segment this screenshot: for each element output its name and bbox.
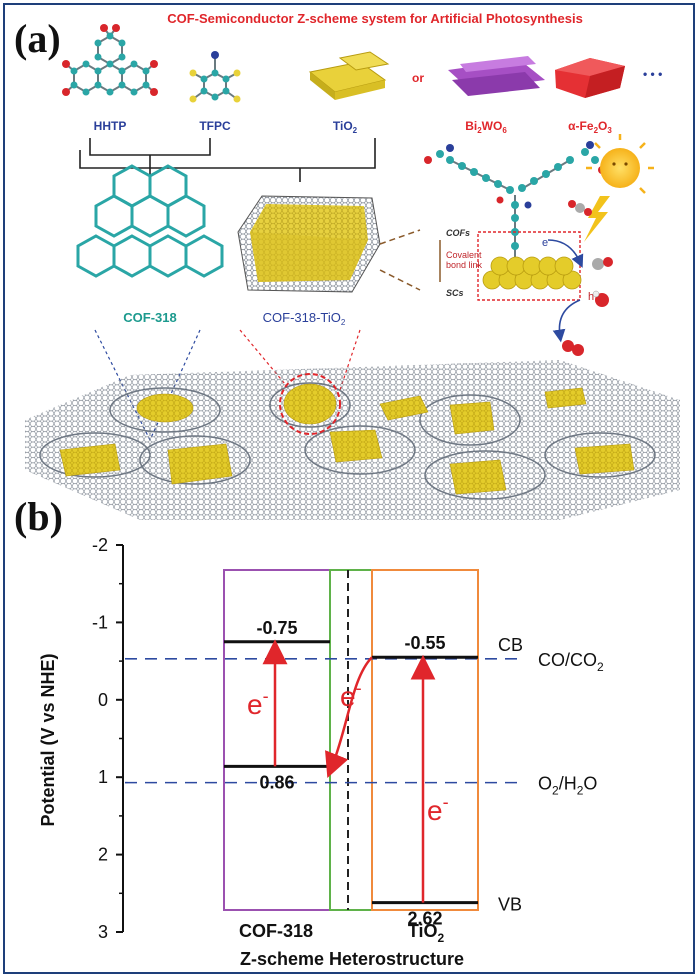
y-axis-ticks: -2 -1 0 1 2 3	[92, 535, 123, 942]
y-tick-label: -2	[92, 535, 108, 555]
co-co2-label: CO/CO2	[538, 650, 604, 674]
tio2-label: TiO2	[333, 119, 358, 135]
bi2wo6-label: Bi2WO6	[465, 119, 507, 135]
panel-b: (b) -2 -1 0 1 2 3 Potential (V vs NHE) Z-sche…	[14, 494, 604, 969]
bi2wo6-sheet-icon	[448, 56, 545, 96]
interface-box	[329, 569, 373, 911]
h2o-molecule-icon	[592, 290, 609, 307]
or-label: or	[412, 71, 424, 85]
tfpc-label: TFPC	[199, 119, 231, 133]
panel-a-letter: (a)	[14, 16, 61, 61]
x-axis-label: Z-scheme Heterostructure	[240, 949, 464, 969]
hhtp-label: HHTP	[94, 119, 127, 133]
cof318-material-label: COF-318	[239, 921, 313, 941]
cb-value-label: -0.55	[404, 633, 445, 653]
zoom-lines	[379, 229, 421, 291]
h-plus-label: h	[588, 291, 594, 303]
y-axis-label: Potential (V vs NHE)	[38, 653, 58, 826]
sun-icon	[586, 134, 654, 194]
co2-molecule-icon	[568, 200, 592, 216]
cofs-label: COFs	[446, 228, 470, 238]
fe2o3-label: α-Fe2O3	[568, 119, 612, 135]
cof318-framework-icon	[76, 164, 224, 278]
co-molecule-icon	[592, 257, 613, 270]
y-tick-label: 0	[98, 690, 108, 710]
cb-value-label: -0.75	[256, 618, 297, 638]
y-tick-label: 1	[98, 767, 108, 787]
e-minus-label: e	[542, 237, 548, 249]
tio2-crystal-icon	[308, 51, 390, 100]
panel-b-letter: (b)	[14, 494, 63, 539]
cof318-tio2-composite-icon	[237, 195, 381, 293]
scs-label: SCs	[446, 288, 464, 298]
hhtp-molecule-icon	[62, 24, 158, 96]
tio2-material-label: TiO2	[408, 921, 445, 945]
band-levels: -0.75 0.86 e- -0.55 2.62 e-e- CB VB	[224, 618, 523, 929]
o2-molecule-icon	[562, 340, 584, 356]
cb-label: CB	[498, 635, 523, 655]
cof-sc-inset: COFs Covalent bond link SCs e h	[424, 134, 654, 356]
fe2o3-crystal-icon	[555, 58, 625, 98]
vb-label: VB	[498, 895, 522, 915]
y-tick-label: -1	[92, 612, 108, 632]
combination-brackets	[79, 138, 376, 182]
more-dots: • • •	[643, 67, 662, 81]
cof318-label: COF-318	[123, 310, 176, 325]
o2-h2o-label: O2/H2O	[538, 774, 597, 798]
panel-a: (a) COF-Semiconductor Z-scheme system fo…	[14, 11, 680, 520]
tfpc-molecule-icon	[189, 51, 241, 103]
bond-link-label: bond link	[446, 260, 483, 270]
y-tick-label: 3	[98, 922, 108, 942]
transfer-electron-label: e-	[340, 678, 362, 712]
figure-frame	[3, 3, 695, 974]
cof-sheet-substrate	[25, 360, 680, 520]
y-tick-label: 2	[98, 845, 108, 865]
reference-lines: CO/CO2 O2/H2O	[125, 650, 604, 798]
vb-value-label: 2.62	[407, 909, 442, 929]
z-scheme-transfer-arrow	[325, 656, 373, 778]
lightning-icon	[584, 196, 610, 242]
tio2-box	[371, 569, 479, 911]
electron-label: e-	[247, 686, 269, 720]
cof318-tio2-label: COF-318-TiO2	[263, 310, 346, 327]
vb-value-label: 0.86	[259, 772, 294, 792]
panel-a-title: COF-Semiconductor Z-scheme system for Ar…	[167, 11, 583, 26]
electron-label: e-	[427, 792, 449, 826]
covalent-label: Covalent	[446, 250, 482, 260]
